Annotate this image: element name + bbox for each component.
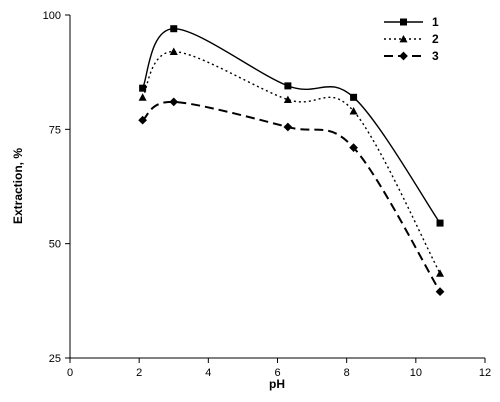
legend-marker-2	[399, 34, 408, 43]
series-1	[139, 25, 444, 227]
data-point-1-3	[350, 93, 358, 101]
data-point-1-4	[436, 219, 444, 227]
data-point-3-0	[138, 115, 147, 125]
y-tick-label: 75	[49, 124, 61, 136]
data-point-1-0	[139, 84, 147, 92]
x-tick-label: 0	[67, 367, 73, 379]
x-tick-label: 8	[344, 367, 350, 379]
data-point-3-4	[435, 287, 445, 297]
data-point-2-1	[169, 47, 178, 56]
y-tick-label: 25	[49, 353, 61, 365]
series-line-1	[141, 28, 441, 224]
series-line-2	[142, 50, 441, 274]
legend-label-1: 1	[432, 15, 439, 29]
x-tick-label: 6	[274, 367, 280, 379]
x-tick-label: 4	[205, 367, 211, 379]
legend-item-2: 2	[384, 32, 439, 46]
legend-item-1: 1	[384, 15, 439, 29]
data-point-3-3	[349, 143, 358, 152]
data-point-3-2	[283, 122, 293, 132]
legend-label-3: 3	[432, 49, 439, 63]
x-tick-label: 2	[136, 367, 142, 379]
x-tick-label: 12	[479, 367, 491, 379]
data-point-1-2	[284, 82, 292, 90]
y-tick-label: 50	[49, 239, 61, 251]
legend-marker-3	[399, 51, 408, 61]
series-line-3	[141, 100, 441, 293]
x-tick-label: 10	[410, 367, 422, 379]
legend-label-2: 2	[432, 32, 439, 46]
y-axis-title: Extraction, %	[11, 148, 25, 224]
series-group	[138, 25, 445, 297]
x-axis-title: pH	[269, 377, 285, 391]
data-point-1-1	[170, 25, 178, 33]
series-2	[138, 47, 445, 277]
legend-marker-1	[400, 18, 407, 26]
data-point-3-1	[169, 97, 179, 107]
data-point-2-3	[349, 107, 358, 115]
legend-item-3: 3	[384, 49, 439, 63]
data-point-2-4	[436, 269, 445, 277]
data-point-2-0	[138, 93, 147, 101]
y-tick-label: 100	[43, 10, 61, 22]
series-3	[138, 97, 445, 297]
legend: 1 2 3	[384, 15, 439, 63]
data-point-2-2	[283, 95, 292, 104]
